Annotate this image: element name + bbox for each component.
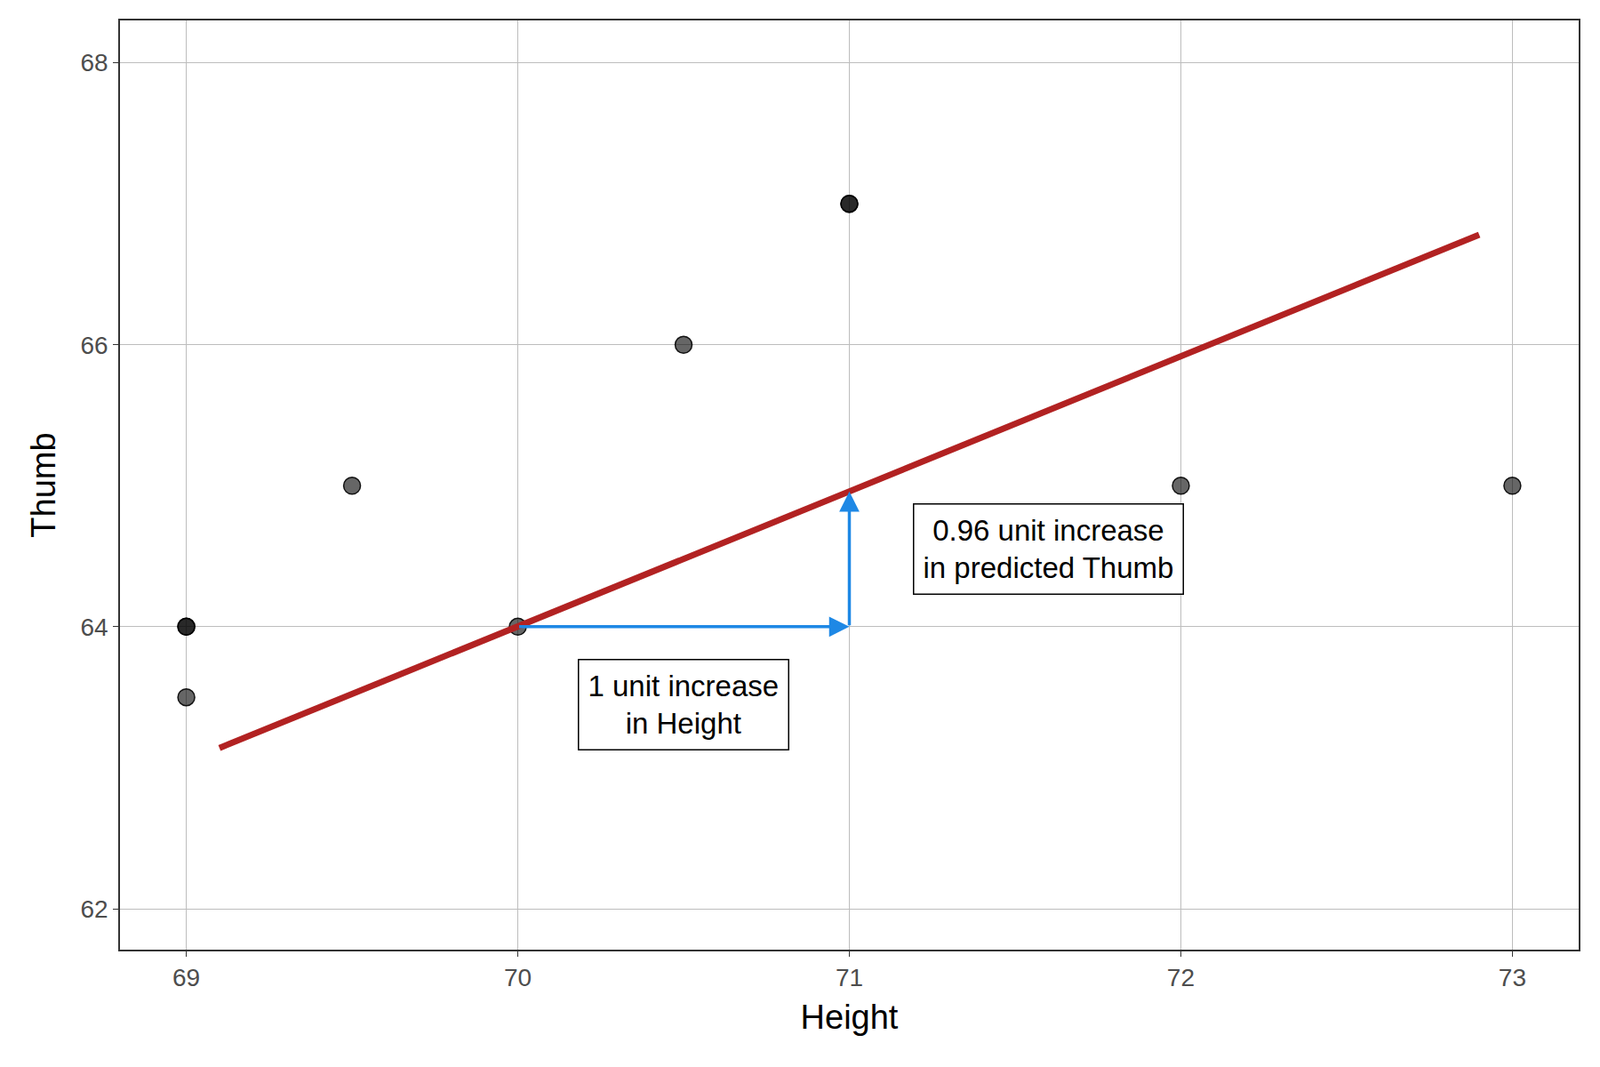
svg-text:Height: Height xyxy=(800,998,899,1036)
svg-text:70: 70 xyxy=(504,963,532,992)
svg-text:73: 73 xyxy=(1498,963,1527,992)
svg-text:1 unit increasein Height: 1 unit increasein Height xyxy=(588,669,780,741)
svg-text:62: 62 xyxy=(80,895,108,923)
svg-text:68: 68 xyxy=(80,48,108,77)
svg-text:71: 71 xyxy=(835,963,864,992)
svg-text:64: 64 xyxy=(80,613,108,641)
svg-text:66: 66 xyxy=(80,331,108,360)
svg-text:0.96 unit increasein predicted: 0.96 unit increasein predicted Thumb xyxy=(923,513,1175,585)
svg-text:69: 69 xyxy=(172,963,200,992)
svg-text:Thumb: Thumb xyxy=(24,432,63,537)
svg-text:72: 72 xyxy=(1167,963,1195,992)
